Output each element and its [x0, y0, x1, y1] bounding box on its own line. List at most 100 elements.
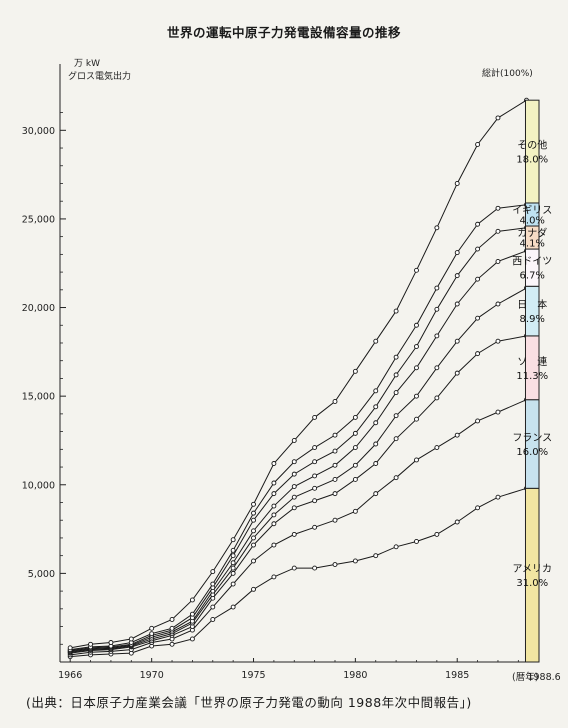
series-point: [495, 205, 501, 211]
x-unit-label: (暦年): [512, 671, 538, 683]
series-lines: [67, 97, 529, 660]
x-tick-label: 1970: [140, 670, 164, 681]
series-point: [291, 471, 297, 477]
series-point: [414, 457, 419, 463]
series-point: [475, 142, 481, 147]
series-point: [230, 570, 236, 576]
series-point: [495, 301, 501, 307]
series-point: [373, 461, 379, 466]
series-point: [393, 390, 399, 396]
series-point: [332, 399, 338, 404]
series-point: [291, 459, 297, 465]
series-point: [312, 459, 318, 465]
series-point: [230, 581, 236, 587]
series-point: [332, 477, 338, 482]
series-point: [230, 547, 236, 553]
series-point: [291, 531, 297, 537]
series-point: [373, 420, 379, 426]
series-point: [495, 259, 501, 264]
x-tick-label: 1980: [343, 670, 367, 681]
series-line: [70, 250, 527, 652]
series-point: [434, 365, 440, 371]
series-point: [373, 441, 379, 447]
series-point: [434, 285, 440, 291]
series-point: [475, 505, 481, 511]
series-point: [169, 641, 175, 647]
series-point: [454, 432, 460, 438]
series-point: [454, 519, 460, 525]
series-point: [352, 414, 358, 420]
series-point: [414, 393, 419, 399]
series-point: [495, 228, 501, 234]
stack-total-label: 総計(100%): [482, 67, 533, 79]
series-point: [454, 181, 460, 186]
series-point: [373, 404, 379, 410]
series-point: [454, 370, 460, 376]
series-point: [210, 569, 216, 575]
y-tick-label: 30,000: [22, 126, 55, 137]
series-point: [352, 477, 358, 482]
series-line: [70, 204, 527, 651]
series-point: [251, 535, 256, 541]
stack-percent: 4.1%: [520, 239, 545, 250]
series-point: [495, 409, 501, 415]
series-point: [230, 565, 236, 571]
series-point: [393, 475, 399, 481]
series-point: [332, 517, 338, 523]
chart-title: 世界の運転中原子力発電設備容量の推移: [166, 25, 401, 40]
series-point: [149, 631, 155, 637]
series-point: [495, 338, 501, 344]
series-point: [312, 445, 318, 451]
series-point: [414, 539, 419, 544]
series-point: [352, 368, 358, 374]
series-point: [251, 586, 256, 592]
series-point: [495, 494, 501, 500]
stack-label: イギリス: [512, 204, 552, 216]
series-point: [271, 461, 277, 466]
series-point: [393, 354, 399, 360]
series-point: [475, 221, 481, 227]
series-point: [210, 617, 216, 622]
series-point: [271, 503, 277, 509]
series-point: [230, 560, 236, 566]
y-unit-label: 万 kW: [74, 59, 100, 69]
series-point: [251, 558, 256, 564]
series-point: [352, 508, 358, 514]
series-point: [230, 537, 236, 543]
stack-percent: 11.3%: [516, 371, 548, 382]
stack-label: カナダ: [517, 227, 547, 240]
series-point: [393, 308, 399, 314]
series-point: [434, 445, 440, 451]
series-line: [70, 335, 527, 654]
series-point: [352, 445, 358, 451]
series-point: [393, 436, 399, 442]
series-point: [210, 604, 216, 610]
series-point: [271, 574, 277, 580]
series-point: [414, 416, 419, 422]
series-point: [414, 365, 419, 371]
series-point: [312, 524, 318, 530]
x-tick-label: 1988.6: [527, 672, 560, 683]
series-point: [291, 484, 297, 489]
series-point: [393, 413, 399, 419]
series-point: [210, 581, 216, 587]
stack-percent: 8.9%: [520, 314, 545, 325]
series-point: [414, 322, 419, 328]
series-point: [373, 388, 379, 394]
series-point: [454, 273, 460, 279]
stack-percent: 6.7%: [520, 271, 545, 282]
series-point: [475, 246, 481, 252]
series-point: [475, 315, 481, 321]
series-point: [373, 491, 379, 497]
series-point: [271, 542, 277, 548]
series-point: [88, 641, 94, 647]
series-point: [352, 558, 358, 564]
series-point: [414, 344, 419, 349]
series-line: [70, 399, 527, 656]
series-point: [454, 338, 460, 344]
series-point: [454, 250, 460, 256]
series-point: [251, 517, 256, 523]
series-point: [332, 448, 338, 454]
series-point: [251, 501, 256, 507]
series-point: [271, 521, 277, 527]
